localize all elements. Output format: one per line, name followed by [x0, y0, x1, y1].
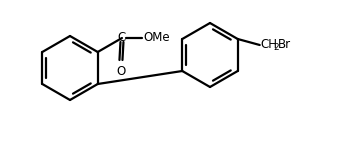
Text: 2: 2: [274, 43, 279, 52]
Text: OMe: OMe: [143, 31, 170, 44]
Text: CH: CH: [261, 38, 278, 52]
Text: Br: Br: [278, 38, 291, 52]
Text: C: C: [118, 31, 126, 44]
Text: O: O: [116, 65, 126, 78]
